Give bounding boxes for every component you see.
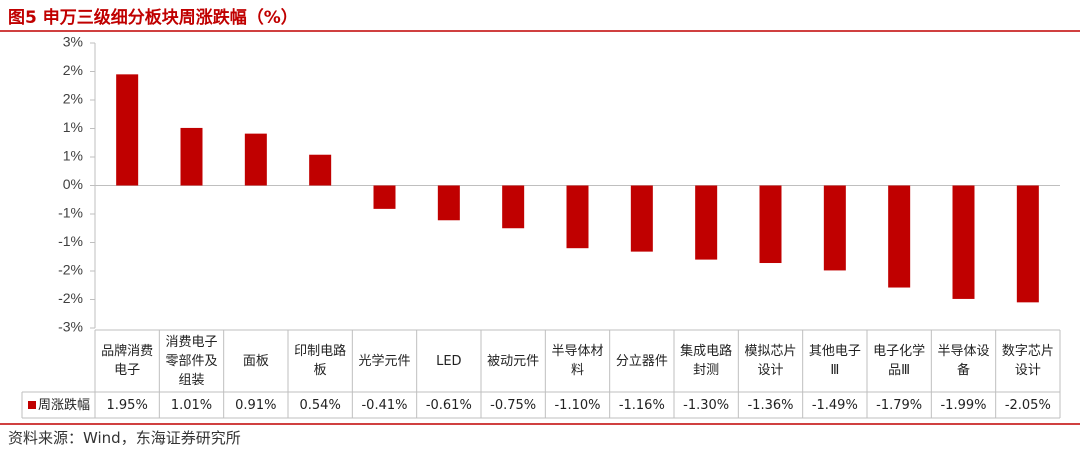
- value-label: -1.49%: [811, 397, 858, 413]
- bar: [888, 185, 911, 288]
- bar: [244, 133, 267, 186]
- x-tick-label: 模拟芯片设计: [744, 344, 797, 378]
- value-label: -1.99%: [940, 397, 987, 413]
- y-tick-label: -2%: [58, 262, 83, 278]
- y-tick-label: 2%: [63, 62, 83, 78]
- x-tick-label: 面板: [242, 353, 269, 369]
- bar: [630, 185, 653, 252]
- legend-swatch: [28, 401, 36, 409]
- x-tick-label: 半导体材料: [551, 344, 604, 378]
- y-tick-label: 2%: [63, 91, 83, 107]
- value-label: -1.16%: [618, 397, 665, 413]
- bar: [180, 127, 203, 186]
- source-note: 资料来源：Wind，东海证券研究所: [8, 429, 241, 447]
- x-tick-label: 消费电子零部件及组装: [165, 334, 218, 388]
- bar: [373, 185, 396, 209]
- x-tick-label: 电子化学品Ⅲ: [873, 344, 926, 378]
- x-tick-label: 光学元件: [358, 353, 411, 369]
- bar: [502, 185, 525, 229]
- x-tick-label: 其他电子Ⅲ: [808, 344, 861, 378]
- y-tick-label: -3%: [58, 319, 83, 335]
- x-tick-label: 集成电路封测: [680, 344, 733, 378]
- chart-title: 图5 申万三级细分板块周涨跌幅（%）: [8, 8, 298, 28]
- value-label: -0.75%: [490, 397, 537, 413]
- bar: [116, 74, 139, 186]
- y-tick-label: 1%: [63, 119, 83, 135]
- x-tick-label: LED: [436, 353, 462, 369]
- bar: [952, 185, 975, 299]
- value-label: -1.36%: [747, 397, 794, 413]
- bar: [759, 185, 782, 264]
- y-tick-label: -1%: [58, 233, 83, 249]
- value-label: -1.10%: [554, 397, 601, 413]
- value-label: -1.30%: [683, 397, 730, 413]
- bar: [1016, 185, 1039, 303]
- bar: [437, 185, 460, 221]
- x-tick-label: 数字芯片设计: [1001, 344, 1054, 378]
- value-label: 0.54%: [299, 397, 341, 413]
- bar: [823, 185, 846, 271]
- y-tick-label: 1%: [63, 148, 83, 164]
- x-tick-label: 品牌消费电子: [101, 344, 154, 378]
- legend-label: 周涨跌幅: [38, 397, 91, 413]
- x-tick-label: 印制电路板: [294, 344, 347, 378]
- y-tick-label: -2%: [58, 290, 83, 306]
- value-label: -0.41%: [361, 397, 408, 413]
- x-tick-label: 分立器件: [615, 353, 668, 369]
- value-label: -0.61%: [425, 397, 472, 413]
- bar: [695, 185, 718, 260]
- value-label: -1.79%: [876, 397, 923, 413]
- value-label: 0.91%: [235, 397, 277, 413]
- value-label: 1.95%: [106, 397, 148, 413]
- bar: [566, 185, 589, 249]
- x-tick-label: 半导体设备: [937, 344, 990, 378]
- x-tick-label: 被动元件: [487, 353, 540, 369]
- value-label: 1.01%: [170, 397, 213, 413]
- bar: [309, 154, 332, 186]
- value-label: -2.05%: [1004, 397, 1051, 413]
- y-tick-label: 0%: [63, 176, 83, 192]
- y-tick-label: 3%: [63, 34, 83, 50]
- y-tick-label: -1%: [58, 205, 83, 221]
